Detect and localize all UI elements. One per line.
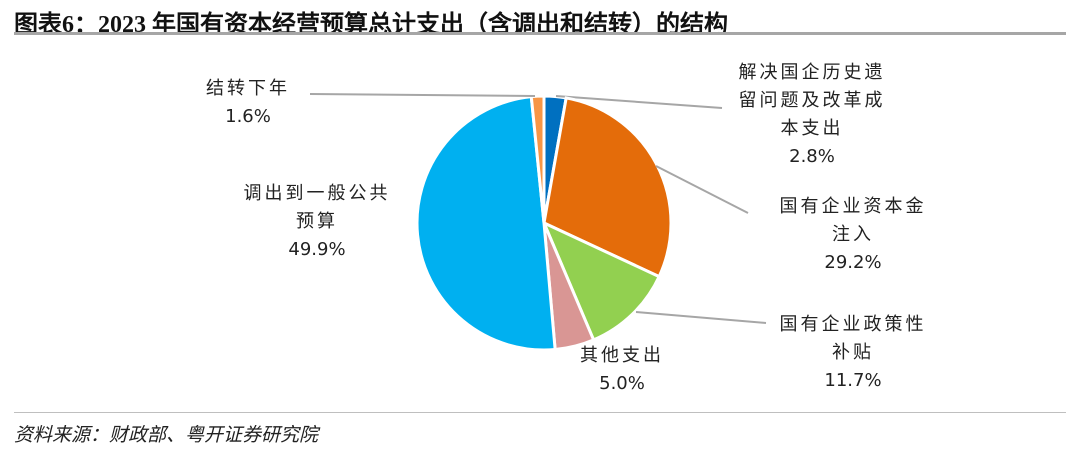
slice-value-label: 1.6% xyxy=(225,106,271,127)
slice-value-label: 2.8% xyxy=(789,146,835,167)
leader-line xyxy=(555,95,723,109)
slice-category-label: 调出到一般公共 xyxy=(244,183,391,204)
pie-slice xyxy=(542,96,673,279)
slice-value-label: 49.9% xyxy=(288,239,345,260)
pie-slice xyxy=(415,94,557,352)
pie-slice xyxy=(541,219,662,342)
slice-category-label: 预算 xyxy=(296,211,338,232)
slice-value-label: 11.7% xyxy=(824,370,881,391)
leader-line xyxy=(635,311,767,324)
slice-value-label: 5.0% xyxy=(599,373,645,394)
slice-category-label: 补贴 xyxy=(832,342,874,363)
source-note: 资料来源：财政部、粤开证券研究院 xyxy=(14,424,319,446)
slice-category-label: 解决国企历史遗 xyxy=(739,62,886,83)
slice-value-label: 29.2% xyxy=(824,252,881,273)
source-divider xyxy=(14,412,1066,413)
leader-line xyxy=(309,93,536,97)
slice-category-label: 注入 xyxy=(832,224,874,245)
slice-category-label: 国有企业政策性 xyxy=(780,314,927,335)
leader-line xyxy=(655,165,749,214)
slice-category-label: 留问题及改革成 xyxy=(739,90,886,111)
slice-category-label: 本支出 xyxy=(781,118,844,139)
slice-category-label: 国有企业资本金 xyxy=(780,196,927,217)
title-divider xyxy=(14,32,1066,35)
slice-category-label: 结转下年 xyxy=(206,78,290,99)
slice-category-label: 其他支出 xyxy=(580,345,664,366)
